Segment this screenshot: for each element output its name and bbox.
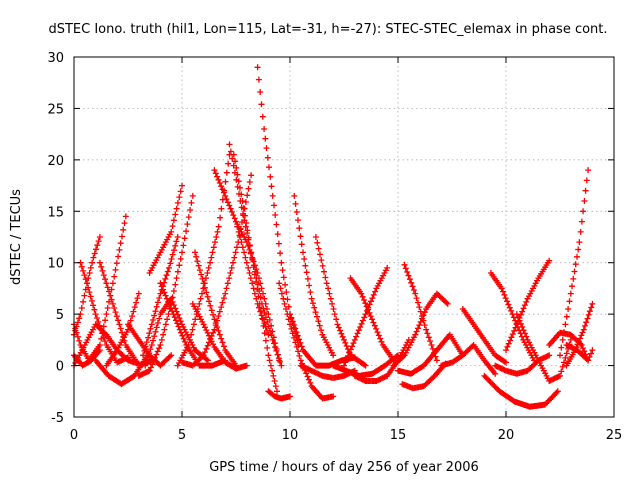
series-37-markers [438,342,499,377]
series-47 [563,342,596,364]
series-19 [230,151,280,395]
y-tick-label: 30 [47,51,64,66]
series-30-markers [341,264,391,369]
y-tick-label: 25 [47,102,64,117]
series-29-markers [347,275,397,364]
x-tick-label: 25 [606,428,623,443]
series-45 [557,167,592,359]
series-43-markers [481,372,561,410]
series-11 [135,192,196,379]
series-6-markers [92,352,151,388]
series-38 [459,306,509,366]
x-tick-labels: 0 5 10 15 20 25 [70,428,622,443]
y-tick-label: -5 [51,411,64,426]
series-38-markers [459,306,509,366]
x-tick-label: 20 [498,428,515,443]
series-36 [395,331,466,377]
series-40 [492,352,553,377]
series-21-markers [189,300,250,372]
series-45-markers [557,167,592,359]
chart-title: dSTEC Iono. truth (hil1, Lon=115, Lat=-3… [48,22,607,37]
series-7 [103,290,142,369]
x-axis-label: GPS time / hours of day 256 of year 2006 [209,460,479,475]
series-32 [330,352,401,379]
series-21 [189,300,250,372]
series-37 [438,342,499,377]
series-7-markers [103,290,142,369]
series-19-markers [230,151,280,395]
series-20 [233,218,283,364]
series-29 [347,275,397,364]
series-24 [291,192,337,359]
y-tick-labels: -5 0 5 10 15 20 25 30 [47,51,64,426]
series-42-markers [513,311,574,384]
series-10-markers [146,182,185,276]
y-tick-label: 20 [47,154,64,169]
series-40-markers [492,352,553,377]
series-20-markers [233,218,283,364]
series-30 [341,264,391,369]
x-tick-label: 10 [282,428,299,443]
x-tick-label: 0 [70,428,78,443]
series-25 [276,280,337,402]
series-24-markers [291,192,337,359]
series-35-markers [390,290,451,369]
x-tick-label: 15 [390,428,407,443]
series-39 [487,270,538,364]
y-tick-label: 0 [56,360,64,375]
series-35 [390,290,451,369]
series-23-markers [265,388,293,402]
series-41-markers [503,257,553,354]
y-tick-label: 15 [47,205,64,220]
series-11-markers [135,192,196,379]
y-axis-label: dSTEC / TECUs [9,189,24,285]
series-23 [265,388,293,402]
series-26-markers [312,234,369,369]
plot-frame [73,56,615,418]
series-6 [92,352,151,388]
series-25-markers [276,280,337,402]
series-42 [513,311,574,384]
axis-ticks [73,56,615,418]
series-10 [146,182,185,276]
x-tick-label: 5 [178,428,186,443]
series-32-markers [330,352,401,379]
data-points [71,64,596,410]
series-36-markers [395,331,466,377]
y-tick-label: 10 [47,257,64,272]
series-43 [481,372,561,410]
series-39-markers [487,270,538,364]
series-47-markers [563,342,596,364]
y-tick-label: 5 [56,308,64,323]
series-26 [312,234,369,369]
series-41 [503,257,553,354]
